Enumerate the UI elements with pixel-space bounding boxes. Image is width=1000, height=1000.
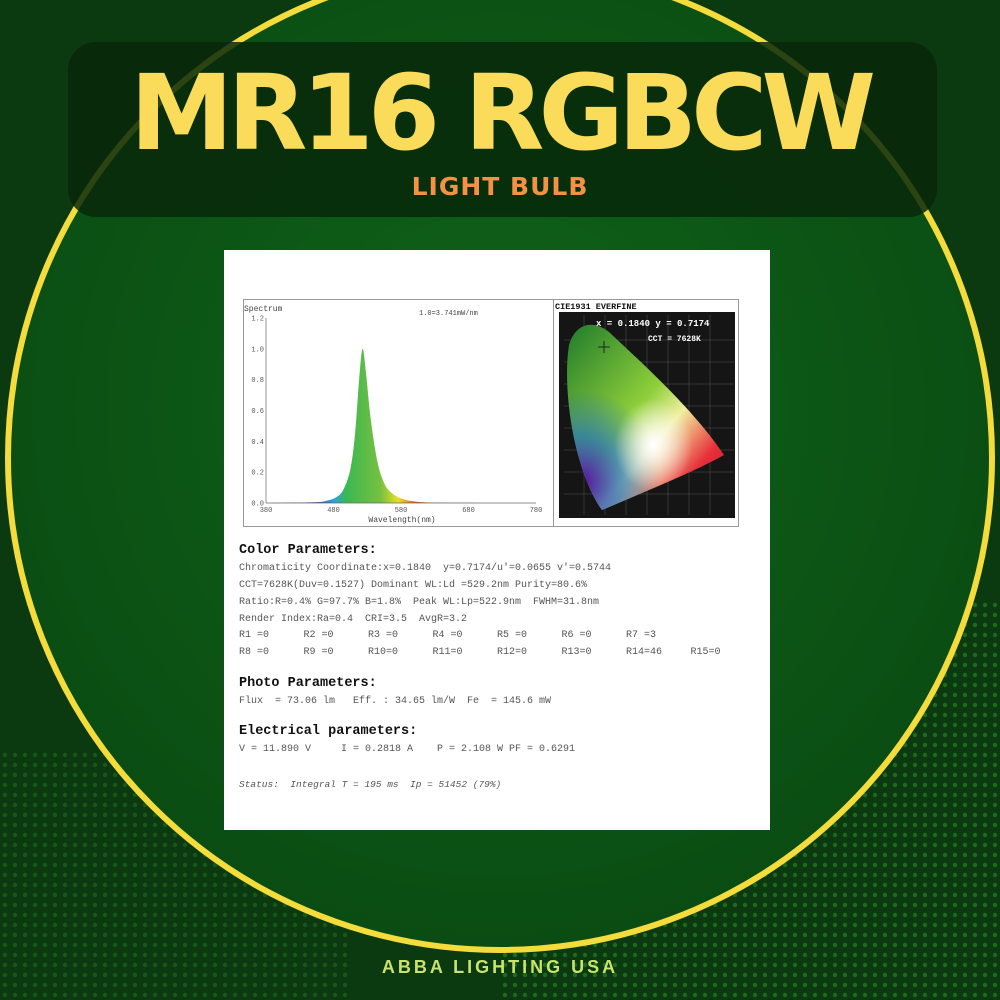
- brand-footer: ABBA LIGHTING USA: [381, 957, 619, 977]
- ratio-line: Ratio:R=0.4% G=97.7% B=1.8% Peak WL:Lp=5…: [239, 597, 600, 608]
- scale-note: 1.0=3.741mW/nm: [419, 310, 478, 318]
- title-banner: [68, 42, 937, 217]
- r-index-value: R3 =0: [368, 630, 399, 641]
- cie-coordinate: x = 0.1840 y = 0.7174: [596, 319, 710, 329]
- cie-diagram: CIE1931 EVERFINE x = 0.1840 y = 0.7174 C…: [553, 300, 735, 526]
- product-title: MR16 RGBCW: [129, 52, 876, 174]
- spectrum-series: [266, 348, 536, 503]
- measured-point-marker: [598, 341, 610, 353]
- status-line: Status: Integral T = 195 ms Ip = 51452 (…: [239, 779, 502, 790]
- photo-params-line: Flux = 73.06 lm Eff. : 34.65 lm/W Fe = 1…: [239, 696, 552, 707]
- y-tick-label: 0.0: [251, 501, 264, 509]
- y-tick-label: 1.2: [251, 316, 264, 324]
- y-tick-label: 0.4: [251, 439, 264, 447]
- electrical-params-line: V = 11.890 V I = 0.2818 A P = 2.108 W PF…: [239, 744, 576, 755]
- y-tick-label: 0.6: [251, 408, 264, 416]
- x-tick-label: 680: [462, 507, 475, 515]
- r-index-value: R8 =0: [239, 647, 270, 658]
- r-index-value: R13=0: [561, 647, 592, 658]
- r-index-value: R1 =0: [239, 630, 270, 641]
- spectrum-chart: Spectrum 1.0=3.741mW/nm Wavelength(nm) 3…: [244, 305, 543, 525]
- r-index-value: R14=46: [626, 647, 663, 658]
- test-report: Spectrum 1.0=3.741mW/nm Wavelength(nm) 3…: [224, 250, 770, 830]
- r-index-value: R4 =0: [432, 630, 463, 641]
- photo-params-heading: Photo Parameters:: [239, 676, 377, 691]
- r-index-value: R15=0: [690, 647, 721, 658]
- r-index-value: R7 =3: [626, 630, 657, 641]
- r-index-value: R2 =0: [303, 630, 334, 641]
- x-tick-label: 580: [395, 507, 408, 515]
- chromaticity-line: Chromaticity Coordinate:x=0.1840 y=0.717…: [239, 563, 612, 574]
- y-tick-label: 0.2: [251, 470, 264, 478]
- y-tick-label: 0.8: [251, 377, 264, 385]
- electrical-params-heading: Electrical parameters:: [239, 724, 418, 739]
- x-axis-label: Wavelength(nm): [368, 516, 435, 525]
- product-subtitle: LIGHT BULB: [411, 172, 589, 201]
- cie-horseshoe: [567, 324, 724, 510]
- color-params-heading: Color Parameters:: [239, 543, 377, 558]
- charts-area: Spectrum 1.0=3.741mW/nm Wavelength(nm) 3…: [243, 299, 739, 527]
- cct-line: CCT=7628K(Duv=0.1527) Dominant WL:Ld =52…: [239, 580, 588, 591]
- x-tick-label: 780: [530, 507, 543, 515]
- r-index-value: R9 =0: [303, 647, 334, 658]
- r-index-value: R11=0: [432, 647, 463, 658]
- spectrum-label: Spectrum: [244, 305, 283, 314]
- r-index-value: R10=0: [368, 647, 399, 658]
- cie-title: CIE1931 EVERFINE: [555, 302, 637, 312]
- r-index-value: R12=0: [497, 647, 528, 658]
- r-index-value: R5 =0: [497, 630, 528, 641]
- y-tick-label: 1.0: [251, 346, 264, 354]
- cie-cct: CCT = 7628K: [648, 335, 701, 344]
- r-index-value: R6 =0: [561, 630, 592, 641]
- x-tick-label: 380: [260, 507, 273, 515]
- render-index-line: Render Index:Ra=0.4 CRI=3.5 AvgR=3.2: [239, 614, 468, 625]
- x-tick-label: 480: [327, 507, 340, 515]
